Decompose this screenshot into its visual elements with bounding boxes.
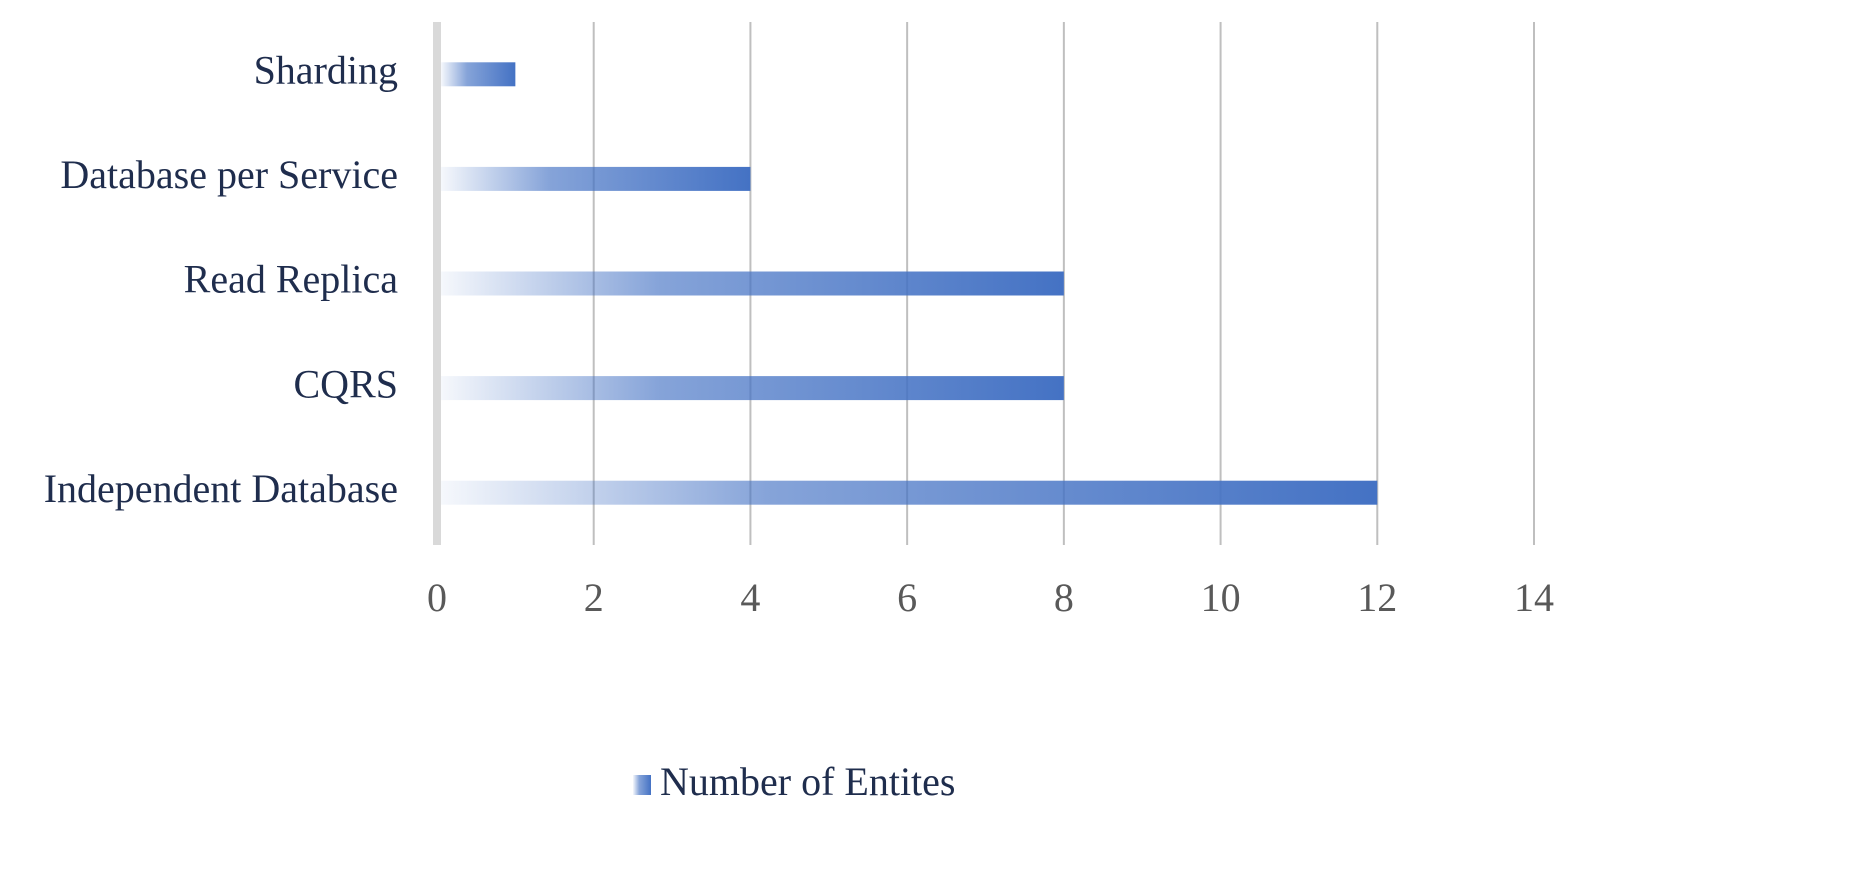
y-tick-label: Database per Service bbox=[60, 152, 398, 197]
x-tick-label: 12 bbox=[1357, 575, 1397, 620]
y-tick-label: Sharding bbox=[254, 47, 398, 92]
x-tick-label: 8 bbox=[1054, 575, 1074, 620]
bar bbox=[441, 271, 1064, 296]
x-tick-label: 0 bbox=[427, 575, 447, 620]
bar bbox=[441, 376, 1064, 401]
bar bbox=[441, 62, 516, 87]
legend-label: Number of Entites bbox=[660, 759, 956, 804]
bar bbox=[441, 480, 1378, 505]
bar bbox=[441, 166, 751, 191]
y-tick-label: CQRS bbox=[294, 361, 399, 406]
y-tick-label: Read Replica bbox=[184, 257, 399, 302]
x-tick-label: 4 bbox=[740, 575, 760, 620]
x-tick-label: 2 bbox=[584, 575, 604, 620]
x-tick-label: 14 bbox=[1514, 575, 1554, 620]
x-tick-label: 6 bbox=[897, 575, 917, 620]
x-tick-label: 10 bbox=[1201, 575, 1241, 620]
y-tick-label: Independent Database bbox=[44, 466, 398, 511]
legend-swatch bbox=[633, 775, 651, 795]
